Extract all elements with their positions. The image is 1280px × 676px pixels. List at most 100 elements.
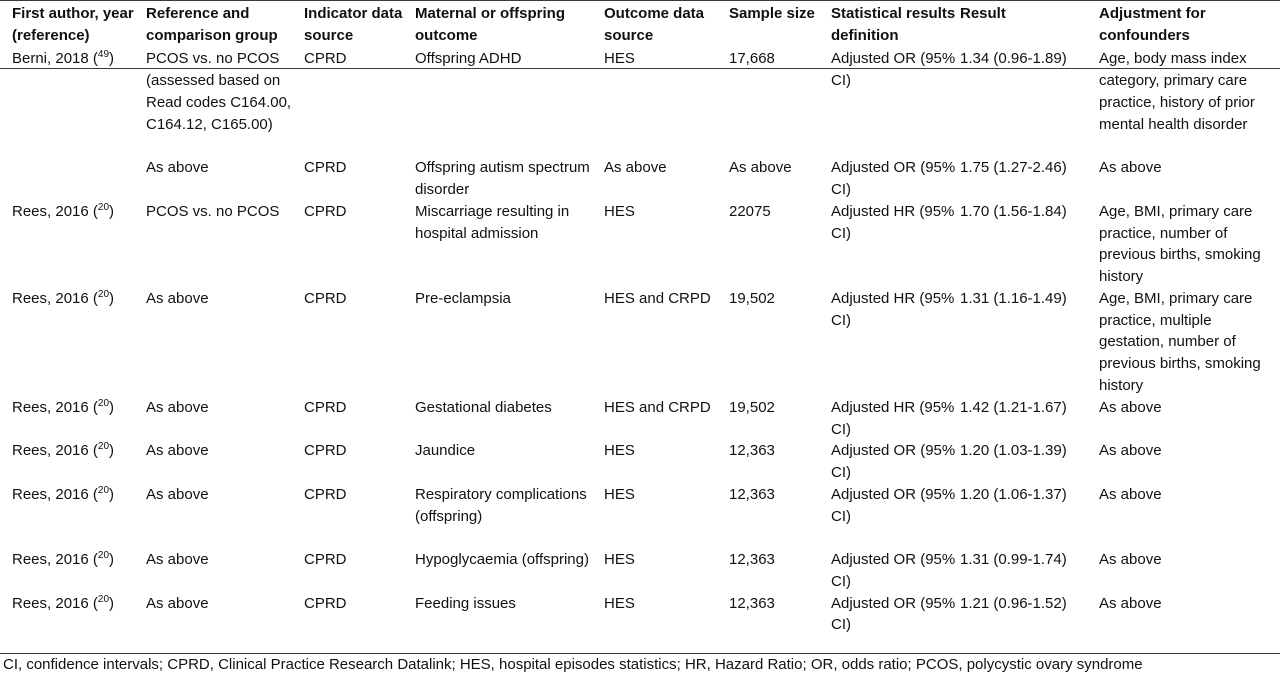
cell-first-author xyxy=(0,157,146,200)
cell-sample-size: 19,502 xyxy=(729,398,775,416)
cell-result: 1.75 (1.27-2.46) xyxy=(960,159,1067,177)
top-rule xyxy=(0,0,1280,1)
cell-outcome: Miscarriage resulting in hospital admiss… xyxy=(415,202,570,242)
cell-indicator-source: CPRD xyxy=(304,159,347,177)
cell-sample-size: 12,363 xyxy=(729,442,775,460)
header-rule xyxy=(0,68,1280,69)
cell-statistical-definition: Adjusted OR (95% CI) xyxy=(831,551,956,590)
cell-reference-group: As above xyxy=(146,289,209,307)
cell-indicator-source: CPRD xyxy=(304,289,347,307)
cell-adjustment: As above xyxy=(1099,551,1162,569)
table-footnote: CI, confidence intervals; CPRD, Clinical… xyxy=(3,656,1143,673)
cell-outcome-source: HES xyxy=(604,551,635,569)
cell-statistical-definition: Adjusted HR (95% CI) xyxy=(831,398,955,438)
cell-first-author: Berni, 2018 (49) xyxy=(0,48,146,157)
cell-reference-group: PCOS vs. no PCOS xyxy=(146,202,280,220)
reference-number: 20 xyxy=(97,485,110,497)
cell-indicator-source: CPRD xyxy=(304,50,347,68)
header-reference-group: Reference and comparison group xyxy=(146,5,278,44)
cell-reference-group: PCOS vs. no PCOS (assessed based on Read… xyxy=(146,50,292,133)
author-close-paren: ) xyxy=(109,442,115,460)
author-year: Rees, 2016 ( xyxy=(12,289,98,307)
table-header-row: First author, year (reference) Reference… xyxy=(0,3,1280,48)
cell-statistical-definition: Adjusted OR (95% CI) xyxy=(831,50,956,90)
cell-statistical-definition: Adjusted OR (95% CI) xyxy=(831,442,956,481)
reference-number: 20 xyxy=(97,593,110,605)
cell-statistical-definition: Adjusted OR (95% CI) xyxy=(831,594,956,634)
table-row: Berni, 2018 (49) PCOS vs. no PCOS (assess… xyxy=(0,48,1280,157)
cell-result: 1.70 (1.56-1.84) xyxy=(960,202,1067,220)
author-year: Rees, 2016 ( xyxy=(12,202,98,220)
reference-number: 20 xyxy=(97,201,110,213)
cell-outcome-source: HES and CRPD xyxy=(604,289,711,307)
cell-outcome: Offspring autism spectrum disorder xyxy=(415,159,590,199)
cell-outcome-source: HES xyxy=(604,202,635,220)
table-row: As above CPRD Offspring autism spectrum di… xyxy=(0,157,1280,200)
reference-number: 49 xyxy=(97,49,110,61)
cell-adjustment: As above xyxy=(1099,159,1162,177)
author-close-paren: ) xyxy=(109,398,115,416)
cell-first-author: Rees, 2016 (20) xyxy=(0,397,146,440)
cell-adjustment: Age, BMI, primary care practice, multipl… xyxy=(1099,289,1261,394)
reference-number: 20 xyxy=(97,397,110,409)
cell-outcome: Respiratory complications (offspring) xyxy=(415,486,587,525)
cell-sample-size: 19,502 xyxy=(729,289,775,307)
author-close-paren: ) xyxy=(109,289,115,307)
cell-result: 1.34 (0.96-1.89) xyxy=(960,50,1067,68)
bottom-rule xyxy=(0,653,1280,654)
cell-first-author: Rees, 2016 (20) xyxy=(0,593,146,636)
cell-indicator-source: CPRD xyxy=(304,442,347,460)
cell-first-author: Rees, 2016 (20) xyxy=(0,484,146,549)
author-year: Berni, 2018 ( xyxy=(12,50,98,68)
cell-indicator-source: CPRD xyxy=(304,202,347,220)
header-result: Result xyxy=(960,5,1006,22)
table-row: Rees, 2016 (20) As above CPRD Respiratory c… xyxy=(0,484,1280,549)
header-outcome-source: Outcome data source xyxy=(604,5,705,44)
reference-number: 20 xyxy=(97,550,110,562)
author-year: Rees, 2016 ( xyxy=(12,398,98,416)
table-row: Rees, 2016 (20) As above CPRD Feeding issue… xyxy=(0,593,1280,636)
cell-reference-group: As above xyxy=(146,594,209,612)
cell-result: 1.42 (1.21-1.67) xyxy=(960,398,1067,416)
cell-sample-size: 17,668 xyxy=(729,50,775,68)
cell-adjustment: Age, BMI, primary care practice, number … xyxy=(1099,202,1261,285)
cell-indicator-source: CPRD xyxy=(304,486,347,504)
cell-result: 1.21 (0.96-1.52) xyxy=(960,594,1067,612)
author-year: Rees, 2016 ( xyxy=(12,442,98,460)
cell-outcome-source: HES xyxy=(604,486,635,504)
cell-sample-size: 12,363 xyxy=(729,594,775,612)
cell-outcome: Feeding issues xyxy=(415,594,516,612)
cell-outcome-source: HES xyxy=(604,594,635,612)
table-row: Rees, 2016 (20) As above CPRD Gestational d… xyxy=(0,397,1280,440)
author-year: Rees, 2016 ( xyxy=(12,486,98,504)
cell-result: 1.20 (1.06-1.37) xyxy=(960,486,1067,504)
cell-reference-group: As above xyxy=(146,159,209,177)
reference-number: 20 xyxy=(97,288,110,300)
cell-outcome: Jaundice xyxy=(415,442,476,460)
author-close-paren: ) xyxy=(109,50,115,68)
author-close-paren: ) xyxy=(109,486,115,504)
cell-statistical-definition: Adjusted OR (95% CI) xyxy=(831,159,956,199)
reference-number: 20 xyxy=(97,441,110,453)
cell-indicator-source: CPRD xyxy=(304,594,347,612)
table-row: Rees, 2016 (20) As above CPRD Hypoglycaemia… xyxy=(0,549,1280,592)
header-outcome: Maternal or offspring outcome xyxy=(415,5,566,44)
table-row: Rees, 2016 (20) As above CPRD Pre-eclampsia… xyxy=(0,288,1280,397)
cell-outcome: Pre-eclampsia xyxy=(415,289,511,307)
header-sample-size: Sample size xyxy=(729,5,815,22)
cell-statistical-definition: Adjusted HR (95% CI) xyxy=(831,289,955,329)
cell-reference-group: As above xyxy=(146,398,209,416)
cell-reference-group: As above xyxy=(146,551,209,569)
cell-reference-group: As above xyxy=(146,442,209,460)
cell-adjustment: As above xyxy=(1099,594,1162,612)
cell-outcome: Hypoglycaemia (offspring) xyxy=(415,551,589,569)
cell-outcome-source: HES xyxy=(604,50,635,68)
cell-outcome-source: HES and CRPD xyxy=(604,398,711,416)
cell-outcome: Offspring ADHD xyxy=(415,50,522,68)
cell-outcome: Gestational diabetes xyxy=(415,398,552,416)
cell-indicator-source: CPRD xyxy=(304,398,347,416)
table-body: Berni, 2018 (49) PCOS vs. no PCOS (assess… xyxy=(0,48,1280,636)
cell-adjustment: As above xyxy=(1099,442,1162,460)
author-close-paren: ) xyxy=(109,551,115,569)
cell-first-author: Rees, 2016 (20) xyxy=(0,288,146,397)
